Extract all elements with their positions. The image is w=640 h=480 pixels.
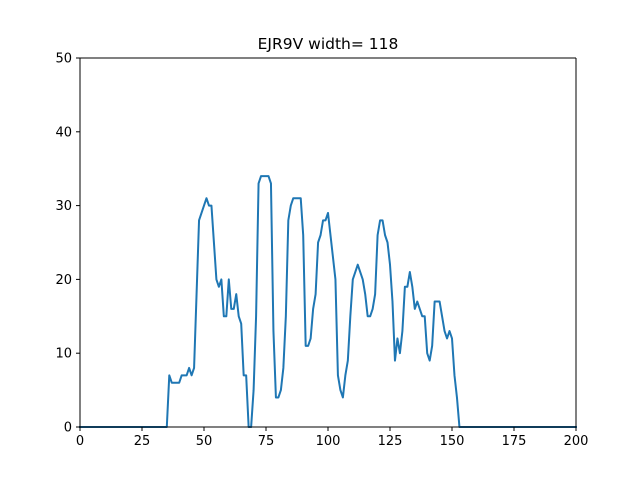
chart-title: EJR9V width= 118 xyxy=(258,35,399,53)
y-tick-label: 30 xyxy=(55,199,72,214)
x-tick-label: 175 xyxy=(502,434,527,449)
y-tick-label: 10 xyxy=(55,347,72,362)
x-tick-label: 75 xyxy=(258,434,275,449)
x-tick-label: 100 xyxy=(316,434,341,449)
x-tick-label: 150 xyxy=(440,434,465,449)
y-tick-label: 20 xyxy=(55,273,72,288)
y-tick-label: 40 xyxy=(55,125,72,140)
x-tick-label: 50 xyxy=(196,434,213,449)
axes-background xyxy=(80,58,576,427)
x-tick-label: 0 xyxy=(76,434,84,449)
y-tick-label: 50 xyxy=(55,52,72,67)
y-tick-label: 0 xyxy=(64,421,72,436)
x-tick-label: 125 xyxy=(378,434,403,449)
plot-area: 0 25 50 75 100 125 150 175 200 0 10 20 30 40 50 xyxy=(55,52,588,450)
series-line xyxy=(79,175,577,428)
x-tick-label: 25 xyxy=(134,434,151,449)
x-tick-label: 200 xyxy=(564,434,589,449)
